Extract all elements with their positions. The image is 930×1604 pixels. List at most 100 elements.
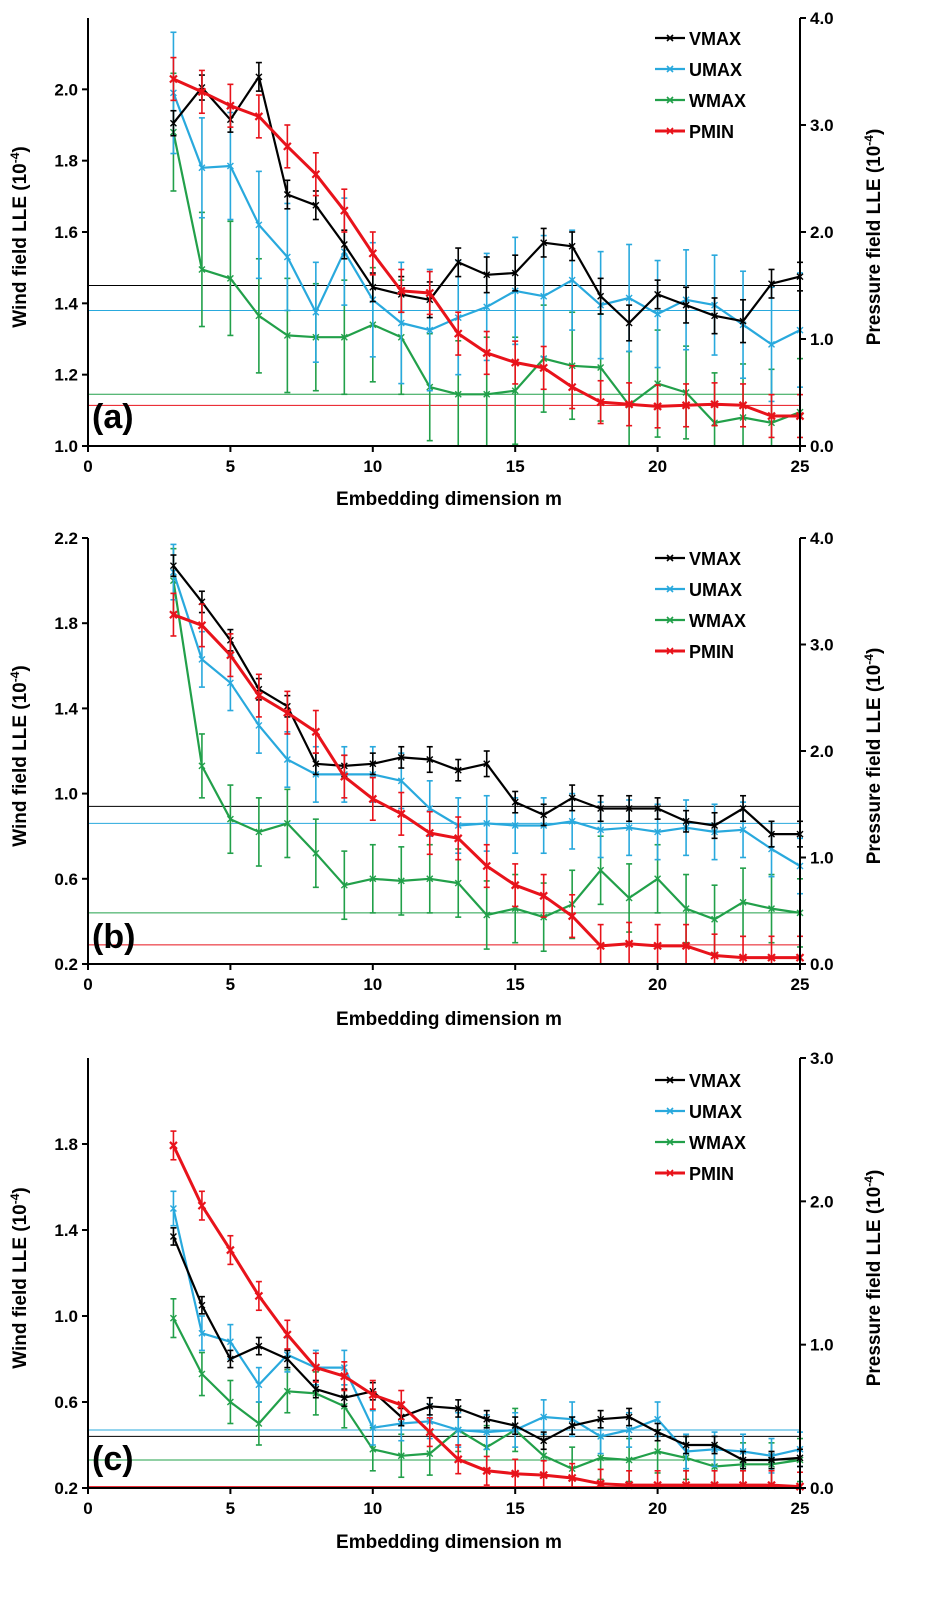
series-pmin [169,56,805,439]
data-point [254,691,264,700]
data-point [711,822,719,830]
data-point [540,239,548,247]
legend-label-umax: UMAX [689,60,742,80]
legend: VMAX UMAX WMAX PMIN [655,1071,746,1184]
data-point [169,562,177,570]
data-point [624,399,634,409]
data-point [397,286,406,296]
data-point [681,401,691,410]
y-axis-title-left-text: Wind field LLE (10 [10,1204,31,1369]
data-point [596,397,605,407]
data-point [624,939,634,949]
data-point [369,875,377,883]
data-point [226,101,235,111]
data-point [255,721,263,729]
data-point [283,331,291,339]
data-point [454,766,462,774]
y-tick-label-left: 1.8 [54,614,78,633]
data-point [711,1441,719,1449]
y-tick-label-left: 0.6 [54,870,78,889]
data-point [340,240,348,248]
data-point [568,276,576,284]
data-point [739,317,747,325]
data-point [226,1245,235,1255]
series-wmax [169,547,804,955]
data-point [739,1456,747,1464]
data-point [312,849,320,857]
data-point [597,364,605,372]
data-point [198,164,206,172]
legend-label-vmax: VMAX [689,1071,741,1091]
data-point [625,805,633,813]
data-point [540,1437,548,1445]
data-point [340,1394,348,1402]
data-point [368,1390,378,1400]
data-point [682,817,690,825]
data-point [426,1402,434,1410]
data-point [739,805,747,813]
data-point [312,1385,320,1393]
data-point [426,1450,434,1458]
data-point [654,828,662,836]
legend-label-vmax: VMAX [689,29,741,49]
y-axis-title-right: Pressure field LLE (10-4) [862,648,885,865]
data-point [226,274,234,282]
data-point [682,1441,690,1449]
data-point [255,73,263,81]
y-tick-label-right: 1.0 [810,849,834,868]
data-point [283,253,291,261]
data-point [768,905,776,913]
x-tick-label: 25 [791,1499,810,1518]
x-tick-label: 15 [506,975,525,994]
legend: VMAX UMAX WMAX PMIN [655,29,746,142]
data-point [540,811,548,819]
y-tick-label-left: 2.0 [54,80,78,99]
data-point [597,1454,605,1462]
y-tick-label-right: 2.0 [810,1192,834,1211]
data-point [768,340,776,348]
data-point [226,162,234,170]
y-axis-title-right-close: ) [864,1170,885,1176]
y-tick-label-left: 1.0 [54,785,78,804]
data-point [654,875,662,883]
chart-panel-3: 0 5 10 15 20 25 0.2 0.6 1.0 1.4 1.8 0.0 1.0 2.0 3.0 Emb… [8,1049,885,1553]
data-point [682,301,690,309]
y-axis-title-right-close: ) [864,129,885,135]
data-point [311,727,321,737]
x-tick-label: 25 [791,975,810,994]
legend-label-pmin: PMIN [689,1164,734,1184]
y-axis-title-left-superscript: -4 [8,1193,22,1204]
data-point [711,312,719,320]
data-point [397,877,405,885]
data-point [169,610,178,619]
data-point [483,819,491,827]
chart-panel-1: 0 5 10 15 20 25 1.0 1.2 1.4 1.6 1.8 2.0 0.0 1.0 2.0 3.0… [8,9,885,510]
data-point [625,319,633,327]
data-point [283,1355,291,1363]
data-point [312,760,320,768]
legend-label-wmax: WMAX [689,91,746,111]
data-point [312,308,320,316]
data-point [283,819,291,827]
data-point [368,794,378,804]
data-point [283,191,291,199]
data-point [198,655,206,663]
data-point [283,708,292,717]
data-point [768,1456,776,1464]
legend-marker-wmax [666,616,674,624]
data-point [340,772,349,781]
y-axis-title-right-text: Pressure field LLE (10 [864,1187,885,1387]
data-point [255,1420,263,1427]
y-axis-title-left-superscript: -4 [8,152,22,163]
y-tick-label-left: 1.4 [54,699,78,718]
data-point [654,1415,662,1423]
data-point [539,891,548,901]
data-point [511,822,519,830]
y-axis-title-left-superscript: -4 [8,671,22,682]
data-point [454,879,462,887]
legend-label-umax: UMAX [689,1102,742,1122]
panel-label: (a) [92,398,134,436]
data-point [197,87,207,97]
data-point [711,915,719,923]
data-point [710,951,719,960]
